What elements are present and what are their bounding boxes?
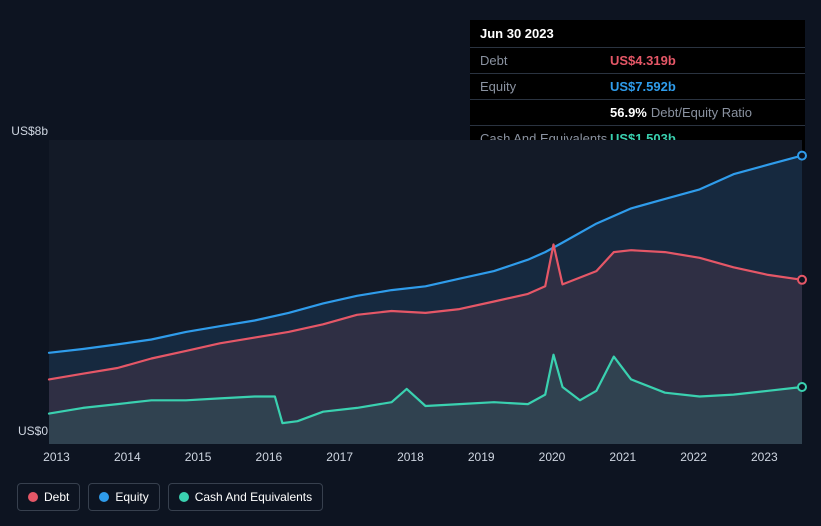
x-axis-tick: 2017 bbox=[326, 450, 353, 464]
chart-tooltip: Jun 30 2023 Debt US$4.319b Equity US$7.5… bbox=[470, 20, 805, 151]
legend-label: Equity bbox=[115, 490, 148, 504]
x-axis-tick: 2015 bbox=[185, 450, 212, 464]
y-axis-tick-min: US$0 bbox=[0, 424, 48, 438]
y-axis-tick-max: US$8b bbox=[0, 124, 48, 138]
legend-label: Debt bbox=[44, 490, 69, 504]
legend-dot bbox=[99, 492, 109, 502]
tooltip-value: US$7.592b bbox=[610, 79, 676, 94]
x-axis-tick: 2018 bbox=[397, 450, 424, 464]
tooltip-row-ratio: 56.9% Debt/Equity Ratio bbox=[470, 100, 805, 126]
x-axis-tick: 2013 bbox=[43, 450, 70, 464]
x-axis-tick: 2016 bbox=[256, 450, 283, 464]
x-axis-tick: 2020 bbox=[539, 450, 566, 464]
x-axis-tick: 2023 bbox=[751, 450, 778, 464]
legend-item-debt[interactable]: Debt bbox=[17, 483, 80, 511]
legend-dot bbox=[179, 492, 189, 502]
chart-legend: Debt Equity Cash And Equivalents bbox=[17, 483, 323, 511]
x-axis-tick: 2021 bbox=[609, 450, 636, 464]
tooltip-date: Jun 30 2023 bbox=[470, 20, 805, 48]
tooltip-row-debt: Debt US$4.319b bbox=[470, 48, 805, 74]
legend-item-cash[interactable]: Cash And Equivalents bbox=[168, 483, 323, 511]
tooltip-value: US$4.319b bbox=[610, 53, 676, 68]
legend-item-equity[interactable]: Equity bbox=[88, 483, 159, 511]
x-axis-tick: 2019 bbox=[468, 450, 495, 464]
x-axis-tick: 2014 bbox=[114, 450, 141, 464]
legend-dot bbox=[28, 492, 38, 502]
tooltip-label: Equity bbox=[480, 79, 610, 94]
tooltip-row-equity: Equity US$7.592b bbox=[470, 74, 805, 100]
tooltip-label: Debt bbox=[480, 53, 610, 68]
chart-svg bbox=[49, 140, 802, 444]
legend-label: Cash And Equivalents bbox=[195, 490, 312, 504]
tooltip-ratio-value: 56.9% bbox=[610, 105, 647, 120]
chart-plot-area[interactable] bbox=[49, 140, 802, 444]
tooltip-ratio-label: Debt/Equity Ratio bbox=[651, 105, 752, 120]
tooltip-label bbox=[480, 105, 610, 120]
x-axis-tick: 2022 bbox=[680, 450, 707, 464]
